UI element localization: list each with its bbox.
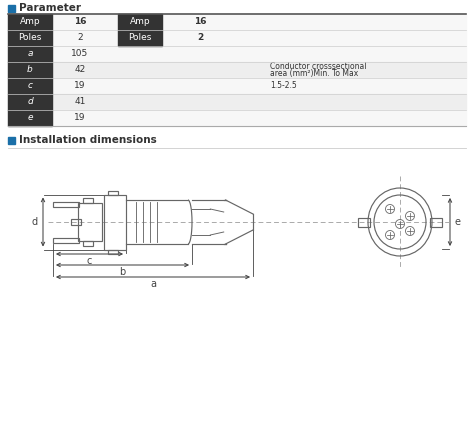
Bar	[8, 62, 52, 78]
Text: 19: 19	[74, 81, 86, 90]
Bar	[78, 203, 102, 241]
Bar	[8, 110, 52, 126]
Text: b: b	[27, 65, 33, 75]
Bar	[8, 78, 52, 94]
Bar	[8, 5, 15, 12]
Bar	[8, 30, 52, 46]
Text: c: c	[27, 81, 33, 90]
Text: 2: 2	[197, 33, 203, 42]
Bar	[8, 78, 466, 94]
Text: Poles: Poles	[128, 33, 152, 42]
Text: c: c	[87, 256, 92, 266]
Text: Installation dimensions: Installation dimensions	[19, 135, 157, 145]
Text: 1.5-2.5: 1.5-2.5	[270, 81, 297, 90]
Text: Poles: Poles	[18, 33, 42, 42]
Bar	[8, 14, 52, 30]
Bar	[8, 62, 466, 78]
Text: e: e	[27, 114, 33, 123]
Bar	[83, 198, 93, 203]
Bar	[8, 94, 52, 110]
Text: 41: 41	[74, 98, 86, 106]
Text: Amp: Amp	[20, 17, 40, 26]
Bar	[104, 195, 126, 249]
Text: e: e	[455, 217, 461, 227]
Bar	[108, 249, 118, 254]
Bar	[71, 219, 81, 225]
Bar	[430, 218, 442, 226]
Text: d: d	[32, 217, 38, 227]
Text: Amp: Amp	[130, 17, 150, 26]
Bar	[8, 46, 52, 62]
Bar	[53, 201, 79, 206]
Text: 16: 16	[74, 17, 86, 26]
Bar	[53, 237, 79, 243]
Bar	[8, 94, 466, 110]
Bar	[83, 241, 93, 246]
Text: a: a	[27, 50, 33, 59]
Text: b: b	[119, 267, 126, 277]
Text: Conductor crosssectional: Conductor crosssectional	[270, 62, 366, 71]
Text: 105: 105	[72, 50, 89, 59]
Text: d: d	[27, 98, 33, 106]
Text: 42: 42	[74, 65, 86, 75]
Bar	[8, 110, 466, 126]
Bar	[8, 14, 466, 30]
Bar	[118, 14, 162, 30]
Bar	[8, 137, 15, 144]
Bar	[358, 218, 370, 226]
Bar	[8, 46, 466, 62]
Bar	[8, 30, 466, 46]
Text: a: a	[150, 279, 156, 289]
Text: 2: 2	[77, 33, 83, 42]
Text: 19: 19	[74, 114, 86, 123]
Text: area (mm²)Min. To Max: area (mm²)Min. To Max	[270, 69, 358, 78]
Text: 16: 16	[194, 17, 206, 26]
Text: Parameter: Parameter	[19, 3, 81, 13]
Bar	[118, 30, 162, 46]
Bar	[108, 190, 118, 195]
